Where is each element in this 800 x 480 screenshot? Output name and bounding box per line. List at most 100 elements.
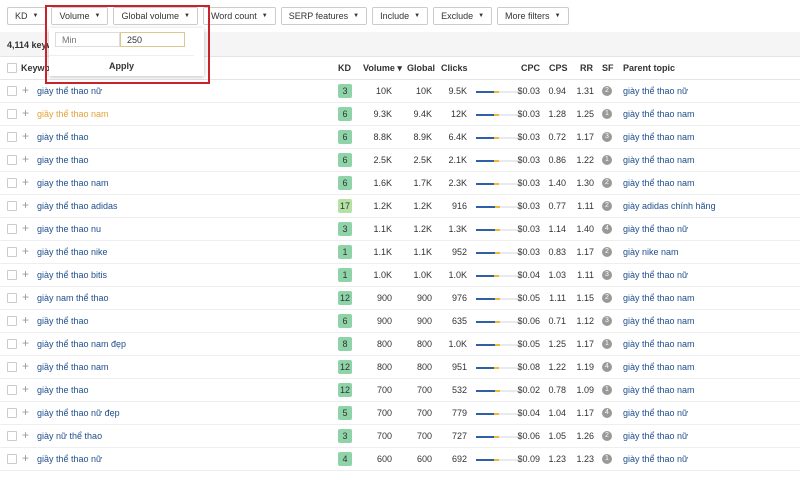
- keyword-link[interactable]: giày thể thao adidas: [37, 201, 118, 211]
- row-checkbox[interactable]: [7, 408, 17, 418]
- plus-icon[interactable]: +: [22, 313, 30, 327]
- serp-features-badge[interactable]: 2: [602, 86, 612, 96]
- col-rr[interactable]: RR: [580, 63, 593, 73]
- keyword-link[interactable]: giày thể thao nữ: [37, 86, 103, 96]
- parent-topic-link[interactable]: giày thể thao nữ: [623, 270, 689, 280]
- volume-min-input[interactable]: [55, 32, 120, 47]
- col-cpc[interactable]: CPC: [521, 63, 541, 73]
- keyword-link[interactable]: giay the thao nu: [37, 224, 102, 234]
- row-checkbox[interactable]: [7, 109, 17, 119]
- plus-icon[interactable]: +: [22, 152, 30, 166]
- plus-icon[interactable]: +: [22, 428, 30, 442]
- filter-button[interactable]: Global volume ▼: [113, 7, 198, 25]
- row-checkbox[interactable]: [7, 224, 17, 234]
- serp-features-badge[interactable]: 1: [602, 109, 612, 119]
- serp-features-badge[interactable]: 2: [602, 178, 612, 188]
- parent-topic-link[interactable]: giày thể thao nữ: [623, 454, 689, 464]
- col-sf[interactable]: SF: [602, 63, 614, 73]
- serp-features-badge[interactable]: 1: [602, 385, 612, 395]
- row-checkbox[interactable]: [7, 270, 17, 280]
- serp-features-badge[interactable]: 2: [602, 431, 612, 441]
- filter-button[interactable]: Word count ▼: [202, 7, 276, 25]
- row-checkbox[interactable]: [7, 178, 17, 188]
- filter-button[interactable]: SERP features ▼: [280, 7, 368, 25]
- plus-icon[interactable]: +: [22, 359, 30, 373]
- filter-button[interactable]: More filters ▼: [497, 7, 569, 25]
- serp-features-badge[interactable]: 4: [602, 362, 612, 372]
- serp-features-badge[interactable]: 3: [602, 132, 612, 142]
- col-clicks[interactable]: Clicks: [441, 63, 468, 73]
- row-checkbox[interactable]: [7, 385, 17, 395]
- keyword-link[interactable]: giày thể thao nike: [37, 247, 108, 257]
- keyword-link[interactable]: giày thể thao: [37, 132, 89, 142]
- parent-topic-link[interactable]: giày thể thao nam: [623, 316, 695, 326]
- parent-topic-link[interactable]: giày thể thao nam: [623, 385, 695, 395]
- plus-icon[interactable]: +: [22, 175, 30, 189]
- plus-icon[interactable]: +: [22, 244, 30, 258]
- plus-icon[interactable]: +: [22, 83, 30, 97]
- keyword-link[interactable]: giay the thao: [37, 155, 89, 165]
- plus-icon[interactable]: +: [22, 336, 30, 350]
- plus-icon[interactable]: +: [22, 129, 30, 143]
- parent-topic-link[interactable]: giày thể thao nữ: [623, 431, 689, 441]
- plus-icon[interactable]: +: [22, 382, 30, 396]
- col-parent-topic[interactable]: Parent topic: [623, 63, 676, 73]
- row-checkbox[interactable]: [7, 86, 17, 96]
- col-keyword[interactable]: Keyword: [21, 63, 60, 73]
- select-all-checkbox[interactable]: [7, 63, 17, 73]
- plus-icon[interactable]: +: [22, 451, 30, 465]
- row-checkbox[interactable]: [7, 362, 17, 372]
- serp-features-badge[interactable]: 4: [602, 408, 612, 418]
- parent-topic-link[interactable]: giày thể thao nữ: [623, 224, 689, 234]
- serp-features-badge[interactable]: 3: [602, 270, 612, 280]
- row-checkbox[interactable]: [7, 293, 17, 303]
- keyword-link[interactable]: giày nam thể thao: [37, 293, 109, 303]
- keyword-link[interactable]: giầy thể thao nam: [37, 109, 109, 119]
- col-cps[interactable]: CPS: [549, 63, 568, 73]
- row-checkbox[interactable]: [7, 431, 17, 441]
- keyword-link[interactable]: giày thể thao nam đẹp: [37, 339, 127, 349]
- filter-button[interactable]: Include ▼: [372, 7, 429, 25]
- parent-topic-link[interactable]: giày thể thao nam: [623, 155, 695, 165]
- col-global[interactable]: Global: [407, 63, 436, 73]
- row-checkbox[interactable]: [7, 316, 17, 326]
- parent-topic-link[interactable]: giày thể thao nam: [623, 339, 695, 349]
- filter-button[interactable]: Exclude ▼: [433, 7, 493, 25]
- parent-topic-link[interactable]: giày thể thao nữ: [623, 408, 689, 418]
- apply-button[interactable]: Apply: [49, 55, 194, 75]
- row-checkbox[interactable]: [7, 132, 17, 142]
- plus-icon[interactable]: +: [22, 405, 30, 419]
- filter-button[interactable]: KD ▼: [7, 7, 47, 25]
- parent-topic-link[interactable]: giày thể thao nam: [623, 132, 695, 142]
- row-checkbox[interactable]: [7, 454, 17, 464]
- serp-features-badge[interactable]: 4: [602, 224, 612, 234]
- row-checkbox[interactable]: [7, 155, 17, 165]
- row-checkbox[interactable]: [7, 201, 17, 211]
- keyword-link[interactable]: giầy thể thao: [37, 316, 89, 326]
- parent-topic-link[interactable]: giày adidas chính hãng: [623, 201, 716, 211]
- plus-icon[interactable]: +: [22, 198, 30, 212]
- parent-topic-link[interactable]: giày thể thao nữ: [623, 86, 689, 96]
- parent-topic-link[interactable]: giày thể thao nam: [623, 178, 695, 188]
- parent-topic-link[interactable]: giày thể thao nam: [623, 362, 695, 372]
- keyword-link[interactable]: giày thể thao nữ đẹp: [37, 408, 120, 418]
- serp-features-badge[interactable]: 1: [602, 339, 612, 349]
- serp-features-badge[interactable]: 2: [602, 293, 612, 303]
- plus-icon[interactable]: +: [22, 290, 30, 304]
- col-kd[interactable]: KD: [338, 63, 351, 73]
- plus-icon[interactable]: +: [22, 106, 30, 120]
- volume-max-input[interactable]: 250: [120, 32, 185, 47]
- serp-features-badge[interactable]: 2: [602, 201, 612, 211]
- serp-features-badge[interactable]: 2: [602, 247, 612, 257]
- filter-button[interactable]: Volume ▼: [51, 7, 109, 25]
- parent-topic-link[interactable]: giày nike nam: [623, 247, 679, 257]
- col-volume[interactable]: Volume ▾: [363, 63, 402, 73]
- plus-icon[interactable]: +: [22, 267, 30, 281]
- parent-topic-link[interactable]: giày thể thao nam: [623, 293, 695, 303]
- serp-features-badge[interactable]: 3: [602, 316, 612, 326]
- row-checkbox[interactable]: [7, 339, 17, 349]
- keyword-link[interactable]: giày the thao: [37, 385, 89, 395]
- row-checkbox[interactable]: [7, 247, 17, 257]
- plus-icon[interactable]: +: [22, 221, 30, 235]
- parent-topic-link[interactable]: giày thể thao nam: [623, 109, 695, 119]
